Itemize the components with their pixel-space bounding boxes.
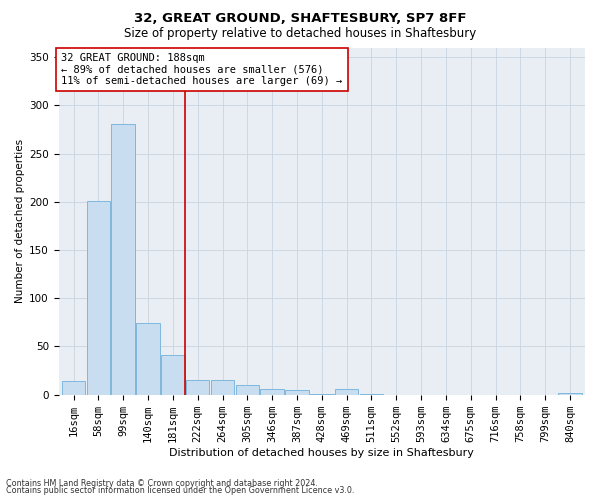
X-axis label: Distribution of detached houses by size in Shaftesbury: Distribution of detached houses by size …	[169, 448, 474, 458]
Text: Size of property relative to detached houses in Shaftesbury: Size of property relative to detached ho…	[124, 28, 476, 40]
Bar	[161, 355, 185, 395]
Bar	[86, 201, 110, 394]
Bar	[211, 380, 234, 394]
Text: Contains public sector information licensed under the Open Government Licence v3: Contains public sector information licen…	[6, 486, 355, 495]
Text: 32 GREAT GROUND: 188sqm
← 89% of detached houses are smaller (576)
11% of semi-d: 32 GREAT GROUND: 188sqm ← 89% of detache…	[61, 52, 343, 86]
Y-axis label: Number of detached properties: Number of detached properties	[15, 139, 25, 303]
Text: Contains HM Land Registry data © Crown copyright and database right 2024.: Contains HM Land Registry data © Crown c…	[6, 478, 318, 488]
Bar	[559, 393, 582, 394]
Bar	[136, 324, 160, 394]
Bar	[62, 381, 85, 394]
Bar	[112, 124, 135, 394]
Bar	[186, 380, 209, 394]
Bar	[335, 389, 358, 394]
Bar	[236, 385, 259, 394]
Bar	[285, 390, 309, 394]
Text: 32, GREAT GROUND, SHAFTESBURY, SP7 8FF: 32, GREAT GROUND, SHAFTESBURY, SP7 8FF	[134, 12, 466, 26]
Bar	[260, 389, 284, 394]
